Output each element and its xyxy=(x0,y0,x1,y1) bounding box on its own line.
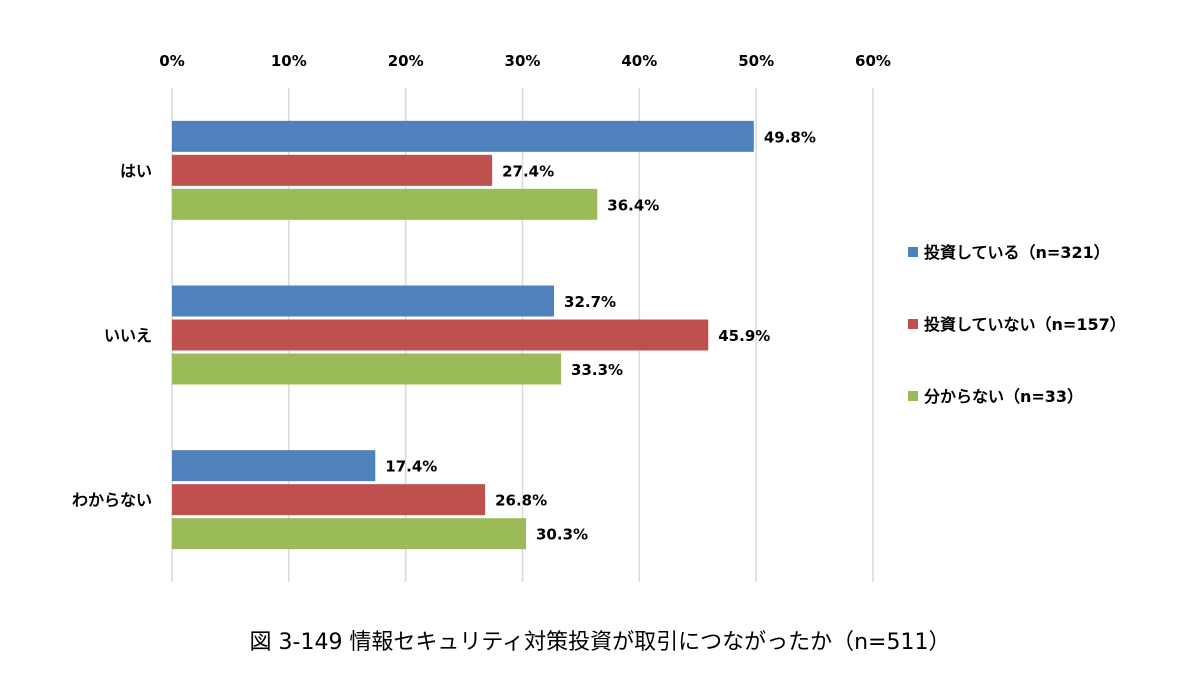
legend-swatch xyxy=(908,319,918,329)
data-labels: 49.8% 27.4% 36.4% 32.7% 45.9% 33.3% 17.4% 26.8%… xyxy=(385,128,816,543)
legend-label: 投資していない（n=157） xyxy=(924,315,1126,334)
bar xyxy=(172,450,376,482)
x-tick-label: 60% xyxy=(855,52,891,70)
category-label: わからない xyxy=(72,491,152,510)
legend-swatch xyxy=(908,247,918,257)
bars xyxy=(172,120,754,550)
legend: 投資している（n=321） 投資していない（n=157） 分からない（n=33） xyxy=(908,243,1126,406)
bar xyxy=(172,484,486,516)
category-label: はい xyxy=(120,161,152,180)
x-tick-label: 20% xyxy=(388,52,424,70)
data-label: 17.4% xyxy=(385,458,437,476)
x-tick-label: 0% xyxy=(159,52,184,70)
legend-swatch xyxy=(908,391,918,401)
x-tick-label: 10% xyxy=(271,52,307,70)
data-label: 33.3% xyxy=(571,361,623,379)
bar xyxy=(172,285,555,317)
bar xyxy=(172,188,598,220)
x-tick-label: 50% xyxy=(738,52,774,70)
data-label: 45.9% xyxy=(718,327,770,345)
data-label: 36.4% xyxy=(607,196,659,214)
data-label: 27.4% xyxy=(502,162,554,180)
x-tick-label: 40% xyxy=(621,52,657,70)
bar xyxy=(172,120,754,152)
bar xyxy=(172,319,709,351)
data-label: 30.3% xyxy=(536,526,588,544)
x-axis-ticks: 0% 10% 20% 30% 40% 50% 60% xyxy=(159,52,891,70)
bar xyxy=(172,154,493,186)
legend-label: 投資している（n=321） xyxy=(924,243,1110,262)
legend-label: 分からない（n=33） xyxy=(924,387,1083,406)
data-label: 49.8% xyxy=(764,128,816,146)
category-label: いいえ xyxy=(104,326,152,345)
data-label: 32.7% xyxy=(564,293,616,311)
bar xyxy=(172,518,527,550)
x-tick-label: 30% xyxy=(505,52,541,70)
bar xyxy=(172,353,562,385)
data-label: 26.8% xyxy=(495,492,547,510)
figure-caption: 図 3-149 情報セキュリティ対策投資が取引につながったか（n=511） xyxy=(249,630,951,655)
